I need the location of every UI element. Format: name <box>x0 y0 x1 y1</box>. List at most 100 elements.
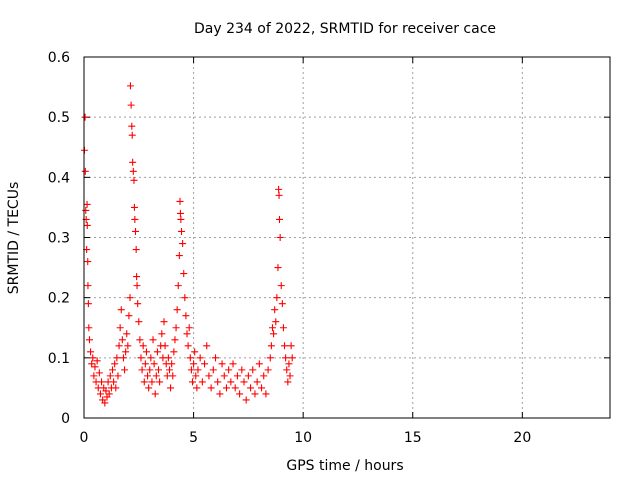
data-point <box>287 342 295 350</box>
data-point <box>85 336 93 344</box>
data-point <box>238 366 246 374</box>
data-point <box>253 378 261 386</box>
data-point <box>218 360 226 368</box>
data-point <box>214 378 222 386</box>
data-point <box>83 200 91 208</box>
data-point <box>288 354 296 362</box>
x-tick-label: 0 <box>80 430 89 446</box>
data-point <box>260 372 268 380</box>
data-point <box>167 384 175 392</box>
data-point <box>108 366 116 374</box>
data-point <box>262 390 270 398</box>
data-point <box>84 300 92 308</box>
data-point <box>134 300 142 308</box>
data-point <box>173 306 181 314</box>
x-tick-label: 15 <box>404 430 422 446</box>
data-point <box>158 330 166 338</box>
data-point <box>255 360 263 368</box>
data-point <box>144 372 152 380</box>
data-point <box>268 324 276 332</box>
data-point <box>96 390 104 398</box>
y-tick-label: 0.6 <box>48 50 70 66</box>
data-point <box>274 264 282 272</box>
data-point <box>170 348 178 356</box>
data-point <box>249 366 257 374</box>
data-point <box>137 354 145 362</box>
data-point <box>115 342 123 350</box>
data-point <box>91 363 99 371</box>
data-point <box>81 167 89 175</box>
data-point <box>258 384 266 392</box>
data-point <box>271 306 279 314</box>
data-point <box>186 354 194 362</box>
data-point <box>146 366 154 374</box>
data-point <box>201 360 209 368</box>
data-point <box>111 360 119 368</box>
data-point <box>184 342 192 350</box>
data-point <box>227 378 235 386</box>
data-point <box>105 390 113 398</box>
data-point <box>203 342 211 350</box>
data-point <box>196 354 204 362</box>
data-point <box>84 258 92 266</box>
data-point <box>123 330 131 338</box>
y-axis-label: SRMTID / TECUs <box>6 182 22 295</box>
data-point <box>152 372 160 380</box>
data-point <box>183 330 191 338</box>
data-point <box>130 176 138 184</box>
data-point <box>112 384 120 392</box>
data-point <box>171 336 179 344</box>
data-point <box>266 354 274 362</box>
data-point <box>286 372 294 380</box>
data-point <box>181 294 189 302</box>
data-point <box>87 348 95 356</box>
data-point <box>229 360 237 368</box>
data-point <box>121 366 129 374</box>
data-point <box>141 360 149 368</box>
data-point <box>119 354 127 362</box>
data-point <box>276 234 284 241</box>
data-point <box>128 122 136 130</box>
data-point <box>264 366 272 374</box>
data-point <box>133 273 141 281</box>
data-point <box>82 206 90 214</box>
data-point <box>247 384 255 392</box>
data-point <box>118 336 126 344</box>
data-point <box>176 197 184 205</box>
data-point <box>133 282 141 290</box>
x-tick-labels: 0 5 10 15 20 <box>80 430 532 446</box>
data-point <box>169 372 177 380</box>
data-point <box>225 366 233 374</box>
data-point <box>149 336 157 344</box>
data-point <box>165 366 173 374</box>
data-point <box>212 354 219 362</box>
data-point <box>275 185 283 193</box>
data-point <box>174 282 182 290</box>
data-point <box>85 324 93 332</box>
data-point <box>279 324 287 332</box>
data-point <box>220 372 228 380</box>
data-point <box>93 357 101 365</box>
data-point <box>148 378 156 386</box>
data-point <box>145 384 153 392</box>
data-point <box>135 318 143 326</box>
data-point <box>151 390 159 398</box>
data-point <box>84 282 92 290</box>
data-point <box>127 101 135 109</box>
data-point <box>132 227 140 235</box>
data-point <box>275 215 283 223</box>
data-point <box>106 372 114 380</box>
data-point <box>179 240 187 248</box>
data-point <box>83 221 91 229</box>
data-point <box>240 378 248 386</box>
data-point <box>283 366 291 374</box>
data-point <box>156 378 164 386</box>
data-point <box>142 348 150 356</box>
data-point <box>205 372 213 380</box>
data-point <box>185 324 193 332</box>
plot-frame <box>83 56 611 419</box>
data-point <box>209 366 217 374</box>
data-point <box>155 366 163 374</box>
data-point <box>126 294 134 302</box>
